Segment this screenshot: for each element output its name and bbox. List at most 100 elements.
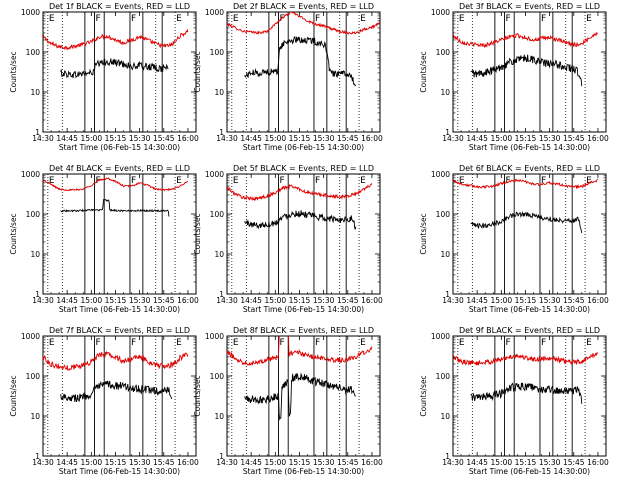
series-line-lld bbox=[453, 178, 598, 190]
y-axis-label: Counts/sec bbox=[9, 213, 18, 254]
x-tick-label: 15:15 bbox=[515, 458, 537, 467]
series-line-events bbox=[470, 211, 583, 234]
x-tick-label: 14:45 bbox=[56, 296, 78, 305]
panel-title: Det 8f BLACK = Events, RED = LLD bbox=[233, 326, 374, 335]
x-tick-label: 14:30 bbox=[216, 134, 238, 143]
x-tick-label: 16:00 bbox=[177, 458, 199, 467]
marker-label-f: F bbox=[506, 14, 511, 24]
y-tick-label: 100 bbox=[436, 48, 451, 57]
x-tick-label: 14:45 bbox=[56, 134, 78, 143]
y-tick-label: 1 bbox=[445, 128, 450, 137]
x-tick-label: 15:30 bbox=[539, 458, 561, 467]
panel-det-8: Det 8f BLACK = Events, RED = LLD F F E E 14:3… bbox=[193, 326, 383, 476]
plot-frame bbox=[452, 11, 607, 133]
series-line-events bbox=[470, 54, 583, 87]
x-tick-label: 16:00 bbox=[177, 296, 199, 305]
marker-label-e: E bbox=[360, 338, 366, 348]
y-axis-label: Counts/sec bbox=[193, 375, 202, 416]
y-tick-label: 1 bbox=[35, 290, 40, 299]
x-tick-label: 15:45 bbox=[153, 296, 175, 305]
x-tick-label: 15:00 bbox=[81, 296, 103, 305]
x-tick-label: 15:45 bbox=[563, 134, 585, 143]
y-tick-label: 10 bbox=[30, 250, 40, 259]
y-tick-label: 100 bbox=[210, 372, 225, 381]
x-tick-label: 16:00 bbox=[361, 458, 383, 467]
panel-title: Det 9f BLACK = Events, RED = LLD bbox=[459, 326, 600, 335]
marker-label-e: E bbox=[360, 176, 366, 186]
plot-frame bbox=[42, 173, 197, 295]
x-axis-label: Start Time (06-Feb-15 14:30:00) bbox=[243, 143, 364, 152]
x-tick-label: 15:00 bbox=[81, 134, 103, 143]
x-axis-label: Start Time (06-Feb-15 14:30:00) bbox=[59, 305, 180, 314]
y-tick-label: 1000 bbox=[205, 8, 224, 17]
x-tick-label: 15:30 bbox=[129, 296, 151, 305]
x-tick-label: 15:00 bbox=[491, 458, 513, 467]
y-tick-label: 1000 bbox=[205, 170, 224, 179]
panel-det-7: Det 7f BLACK = Events, RED = LLD F F E E 14:3… bbox=[9, 326, 199, 476]
x-tick-label: 16:00 bbox=[361, 134, 383, 143]
y-tick-label: 1000 bbox=[21, 8, 40, 17]
marker-label-e: E bbox=[176, 338, 182, 348]
marker-label-f: F bbox=[131, 176, 136, 186]
x-tick-label: 15:30 bbox=[539, 296, 561, 305]
panel-title: Det 3f BLACK = Events, RED = LLD bbox=[459, 2, 600, 11]
y-tick-label: 1 bbox=[35, 128, 40, 137]
x-tick-label: 15:30 bbox=[313, 296, 335, 305]
panel-det-1: Det 1f BLACK = Events, RED = LLD F F E E 14:3… bbox=[9, 2, 199, 152]
y-axis-label: Counts/sec bbox=[419, 213, 428, 254]
series-line-events bbox=[60, 198, 170, 217]
marker-label-f: F bbox=[96, 338, 101, 348]
series-line-lld bbox=[43, 28, 189, 51]
x-tick-label: 15:00 bbox=[491, 296, 513, 305]
marker-label-e: E bbox=[459, 176, 465, 186]
y-tick-label: 1000 bbox=[21, 170, 40, 179]
x-tick-label: 14:30 bbox=[32, 134, 54, 143]
y-tick-label: 1000 bbox=[431, 332, 450, 341]
y-tick-label: 100 bbox=[26, 48, 41, 57]
x-axis-label: Start Time (06-Feb-15 14:30:00) bbox=[59, 143, 180, 152]
series-line-events bbox=[60, 58, 169, 79]
x-tick-label: 15:15 bbox=[289, 296, 311, 305]
x-tick-label: 15:45 bbox=[563, 458, 585, 467]
marker-label-f: F bbox=[315, 176, 320, 186]
x-axis-label: Start Time (06-Feb-15 14:30:00) bbox=[243, 467, 364, 476]
x-tick-label: 16:00 bbox=[177, 134, 199, 143]
y-tick-label: 1 bbox=[445, 290, 450, 299]
marker-label-f: F bbox=[131, 14, 136, 24]
series-line-events bbox=[244, 372, 356, 421]
marker-label-f: F bbox=[541, 14, 546, 24]
y-tick-label: 10 bbox=[440, 412, 450, 421]
x-tick-label: 15:45 bbox=[153, 134, 175, 143]
marker-label-e: E bbox=[49, 338, 55, 348]
x-tick-label: 14:45 bbox=[240, 134, 262, 143]
y-tick-label: 1 bbox=[219, 452, 224, 461]
x-tick-label: 14:30 bbox=[32, 296, 54, 305]
x-tick-label: 15:15 bbox=[289, 134, 311, 143]
x-tick-label: 14:30 bbox=[442, 134, 464, 143]
y-axis-label: Counts/sec bbox=[419, 375, 428, 416]
y-tick-label: 1000 bbox=[21, 332, 40, 341]
x-tick-label: 15:30 bbox=[539, 134, 561, 143]
marker-label-f: F bbox=[96, 14, 101, 24]
panel-det-6: Det 6f BLACK = Events, RED = LLD F F E E 14:3… bbox=[419, 164, 609, 314]
y-tick-label: 10 bbox=[30, 412, 40, 421]
marker-label-f: F bbox=[541, 176, 546, 186]
marker-label-e: E bbox=[459, 338, 465, 348]
y-axis-label: Counts/sec bbox=[193, 51, 202, 92]
marker-label-e: E bbox=[586, 176, 592, 186]
x-tick-label: 16:00 bbox=[587, 458, 609, 467]
y-tick-label: 100 bbox=[210, 48, 225, 57]
panel-det-3: Det 3f BLACK = Events, RED = LLD F F E E 14:3… bbox=[419, 2, 609, 152]
x-axis-label: Start Time (06-Feb-15 14:30:00) bbox=[59, 467, 180, 476]
panel-title: Det 2f BLACK = Events, RED = LLD bbox=[233, 2, 374, 11]
y-tick-label: 10 bbox=[440, 88, 450, 97]
marker-label-e: E bbox=[586, 14, 592, 24]
x-tick-label: 15:15 bbox=[515, 296, 537, 305]
marker-label-e: E bbox=[459, 14, 465, 24]
x-tick-label: 15:00 bbox=[81, 458, 103, 467]
x-tick-label: 14:30 bbox=[442, 296, 464, 305]
marker-label-e: E bbox=[360, 14, 366, 24]
x-tick-label: 14:45 bbox=[240, 296, 262, 305]
